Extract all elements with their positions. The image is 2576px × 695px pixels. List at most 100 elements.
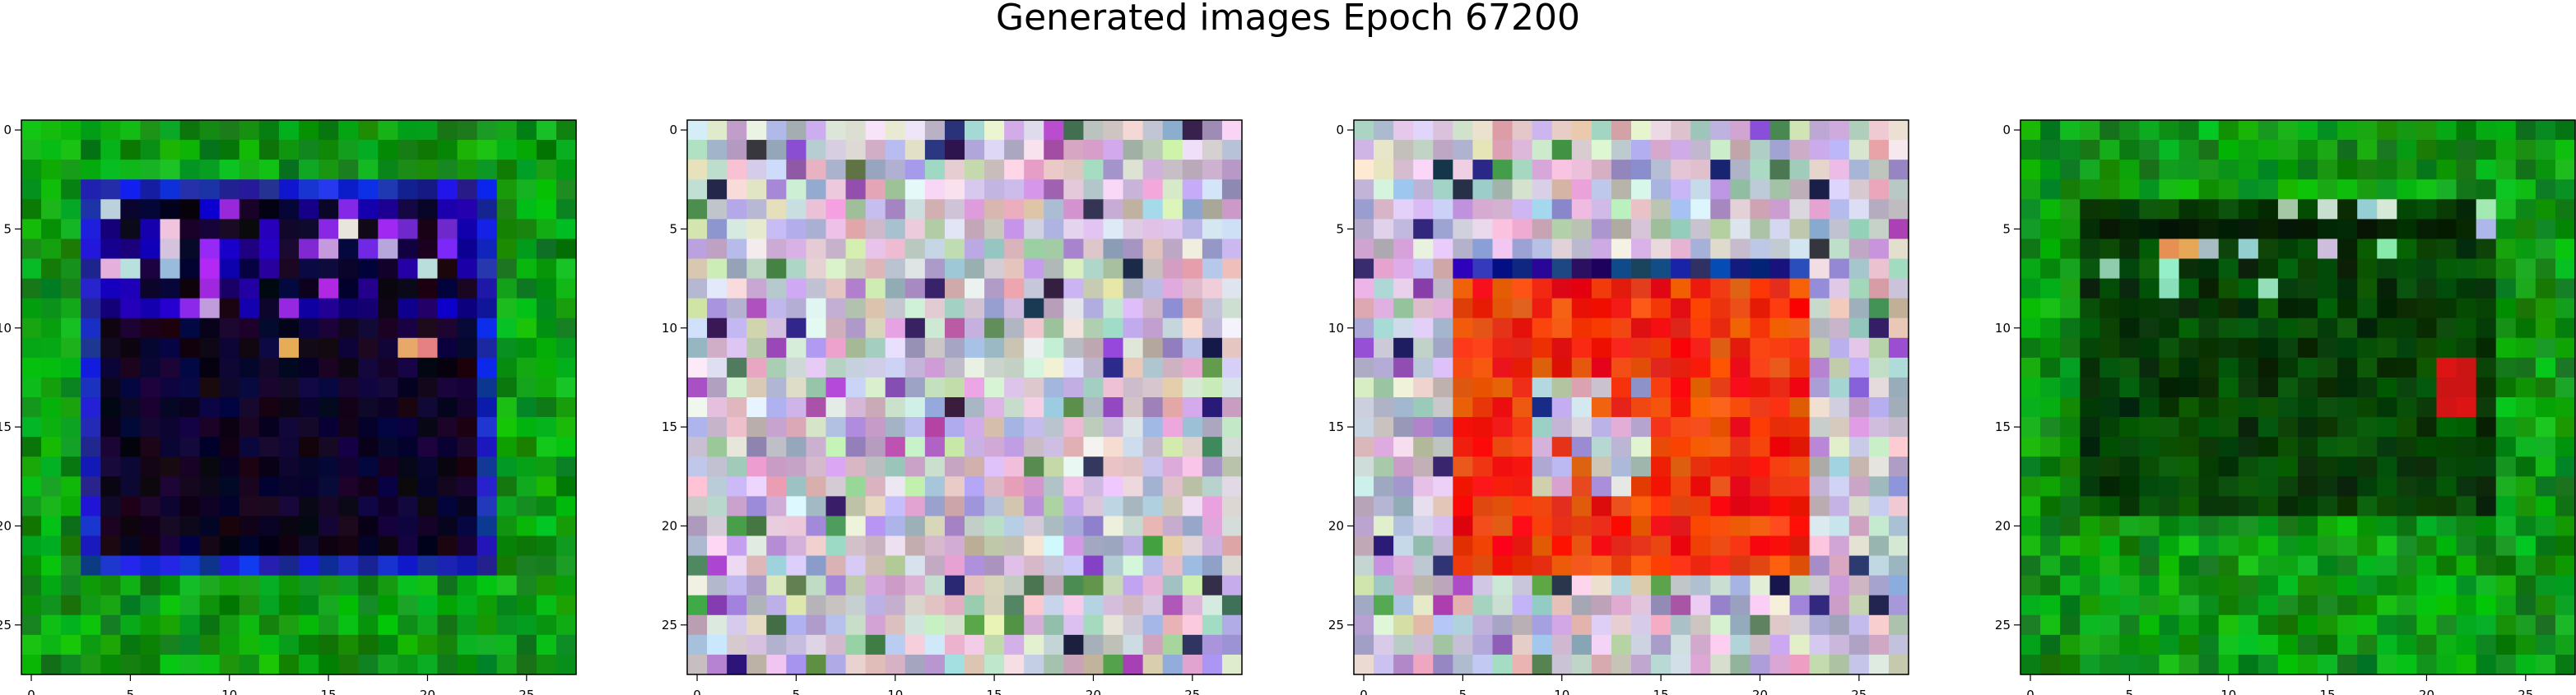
pixel-cell — [457, 219, 478, 240]
pixel-cell — [2060, 555, 2081, 577]
pixel-cell — [319, 654, 339, 675]
pixel-cell — [1492, 219, 1514, 240]
pixel-cell — [944, 179, 965, 200]
y-tick-label: 20 — [1328, 518, 1344, 533]
pixel-cell — [2476, 179, 2497, 200]
pixel-cell — [2080, 219, 2100, 240]
pixel-cell — [61, 516, 81, 537]
pixel-cell — [2238, 357, 2259, 378]
pixel-cell — [1829, 614, 1850, 636]
pixel-cell — [417, 535, 439, 557]
pixel-cell — [516, 595, 537, 616]
pixel-cell — [2515, 516, 2536, 537]
pixel-cell — [2257, 298, 2279, 319]
pixel-cell — [1063, 595, 1085, 616]
pixel-cell — [1433, 239, 1453, 260]
pixel-cell — [2238, 535, 2259, 557]
pixel-cell — [556, 575, 577, 596]
pixel-cell — [2298, 199, 2318, 220]
pixel-cell — [1182, 160, 1203, 180]
pixel-cell — [2178, 179, 2200, 200]
pixel-cell — [1512, 417, 1533, 438]
pixel-cell — [2357, 357, 2378, 378]
pixel-cell — [358, 437, 379, 457]
pixel-cell — [1083, 179, 1104, 200]
pixel-cell — [179, 476, 201, 497]
pixel-cell — [417, 417, 439, 438]
pixel-cell — [457, 160, 478, 180]
pixel-cell — [965, 317, 985, 339]
pixel-cell — [2238, 239, 2259, 260]
pixel-cell — [477, 654, 498, 675]
pixel-cell — [1354, 377, 1374, 398]
pixel-cell — [965, 516, 985, 537]
pixel-cell — [258, 516, 280, 537]
pixel-cell — [1354, 516, 1374, 537]
pixel-cell — [1103, 239, 1124, 260]
pixel-cell — [81, 595, 101, 616]
pixel-cell — [2416, 120, 2438, 141]
pixel-cell — [1730, 417, 1751, 438]
pixel-cell — [278, 634, 300, 656]
pixel-cell — [1591, 535, 1612, 557]
pixel-cell — [1591, 199, 1612, 220]
pixel-cell — [1611, 397, 1632, 418]
pixel-cell — [258, 456, 280, 477]
pixel-cell — [1142, 614, 1164, 636]
pixel-cell — [1611, 555, 1632, 577]
pixel-cell — [707, 140, 728, 160]
pixel-cell — [1868, 614, 1890, 636]
pixel-cell — [944, 456, 965, 477]
pixel-cell — [2257, 337, 2279, 359]
pixel-cell — [536, 634, 557, 656]
pixel-cell — [338, 160, 359, 180]
pixel-cell — [2020, 239, 2041, 260]
pixel-cell — [140, 614, 161, 636]
pixel-cell — [1710, 417, 1731, 438]
pixel-cell — [2060, 337, 2081, 359]
y-tick-label: 20 — [662, 518, 677, 533]
pixel-cell — [2277, 239, 2299, 260]
pixel-cell — [2139, 555, 2160, 577]
pixel-cell — [1611, 357, 1632, 378]
pixel-cell — [2495, 595, 2517, 616]
pixel-cell — [2178, 456, 2200, 477]
pixel-cell — [2436, 337, 2457, 359]
pixel-cell — [319, 140, 339, 160]
pixel-cell — [41, 239, 62, 260]
pixel-cell — [2298, 239, 2318, 260]
pixel-cell — [1750, 199, 1771, 220]
pixel-cell — [786, 357, 807, 378]
pixel-cell — [984, 219, 1005, 240]
pixel-cell — [806, 160, 827, 180]
pixel-cell — [81, 179, 101, 200]
pixel-cell — [1453, 278, 1474, 299]
pixel-cell — [2298, 179, 2318, 200]
pixel-cell — [2277, 258, 2299, 280]
pixel-cell — [1829, 199, 1850, 220]
pixel-cell — [727, 516, 747, 537]
pixel-cell — [278, 357, 300, 378]
pixel-cell — [2159, 239, 2180, 260]
pixel-cell — [1354, 595, 1374, 616]
pixel-cell — [417, 298, 439, 319]
pixel-cell — [2139, 140, 2160, 160]
pixel-cell — [2397, 595, 2418, 616]
y-tick-label: 5 — [1336, 221, 1344, 236]
pixel-cell — [2139, 278, 2160, 299]
pixel-cell — [1848, 239, 1870, 260]
pixel-cell — [319, 199, 339, 220]
pixel-cell — [1354, 535, 1374, 557]
pixel-cell — [924, 160, 946, 180]
pixel-cell — [1571, 575, 1593, 596]
pixel-cell — [2040, 258, 2061, 280]
pixel-cell — [2397, 298, 2418, 319]
pixel-cell — [865, 496, 886, 517]
pixel-cell — [2159, 317, 2180, 339]
pixel-cell — [1433, 120, 1453, 141]
pixel-cell — [1690, 397, 1711, 418]
pixel-cell — [1374, 417, 1394, 438]
pixel-cell — [825, 437, 847, 457]
pixel-cell — [2159, 179, 2180, 200]
pixel-cell — [1631, 496, 1652, 517]
